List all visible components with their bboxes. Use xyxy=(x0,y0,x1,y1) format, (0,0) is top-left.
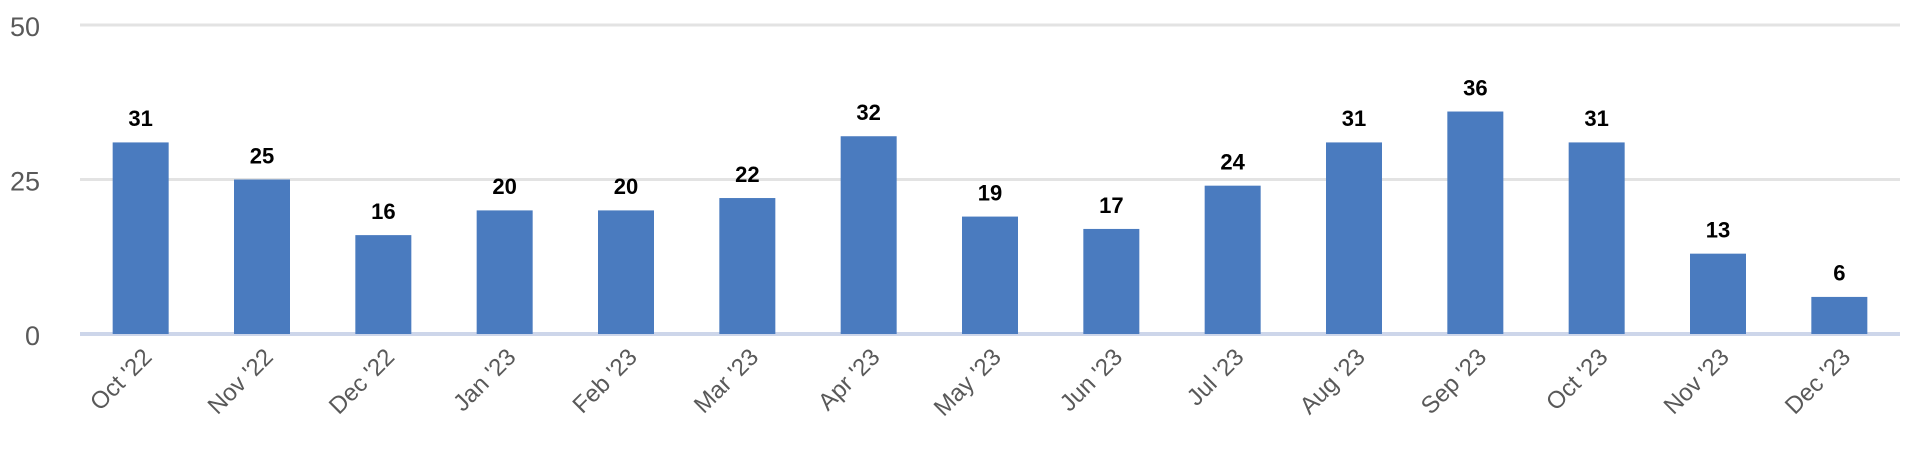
x-tick-label: Feb '23 xyxy=(568,344,643,419)
value-label: 32 xyxy=(856,100,880,125)
x-tick-label: Jun '23 xyxy=(1055,344,1128,417)
x-tick-label: Dec '22 xyxy=(324,344,400,420)
value-label: 22 xyxy=(735,162,759,187)
bar xyxy=(234,179,290,334)
bar xyxy=(112,142,169,334)
bar xyxy=(962,216,1018,334)
value-label: 31 xyxy=(1584,106,1608,131)
bar xyxy=(1447,111,1504,335)
y-tick-label: 50 xyxy=(10,12,40,42)
x-tick-label: May '23 xyxy=(929,344,1007,422)
x-tick-label: Dec '23 xyxy=(1780,344,1856,420)
x-tick-label: Nov '22 xyxy=(203,344,279,420)
value-label: 17 xyxy=(1099,193,1123,218)
value-label: 25 xyxy=(250,143,274,168)
y-tick-label: 0 xyxy=(25,321,40,351)
value-label: 31 xyxy=(128,106,152,131)
bar xyxy=(840,136,897,334)
value-label: 20 xyxy=(614,174,638,199)
value-label: 20 xyxy=(492,174,516,199)
value-label: 6 xyxy=(1833,261,1845,286)
bar xyxy=(1204,185,1261,334)
value-label: 16 xyxy=(371,199,395,224)
x-tick-label: Nov '23 xyxy=(1659,344,1735,420)
bar xyxy=(1326,142,1382,334)
x-tick-label: Apr '23 xyxy=(813,344,885,416)
x-tick-label: Mar '23 xyxy=(689,344,764,419)
x-tick-label: Oct '23 xyxy=(1541,344,1613,416)
x-tick-label: Jul '23 xyxy=(1182,344,1250,412)
value-label: 19 xyxy=(978,180,1002,205)
bar xyxy=(355,235,412,334)
bar xyxy=(1083,228,1140,334)
value-label: 24 xyxy=(1220,149,1245,174)
bar xyxy=(1568,142,1625,334)
bar xyxy=(1811,296,1868,334)
bar xyxy=(476,210,533,334)
value-label: 36 xyxy=(1463,75,1487,100)
x-tick-label: Aug '23 xyxy=(1295,344,1371,420)
x-tick-label: Sep '23 xyxy=(1416,344,1492,420)
y-tick-label: 25 xyxy=(10,167,40,197)
bar xyxy=(598,210,654,334)
x-tick-label: Jan '23 xyxy=(448,344,521,417)
value-label: 31 xyxy=(1342,106,1366,131)
bar xyxy=(1690,253,1746,334)
x-tick-label: Oct '22 xyxy=(85,344,157,416)
value-label: 13 xyxy=(1706,217,1730,242)
bar xyxy=(719,198,776,334)
